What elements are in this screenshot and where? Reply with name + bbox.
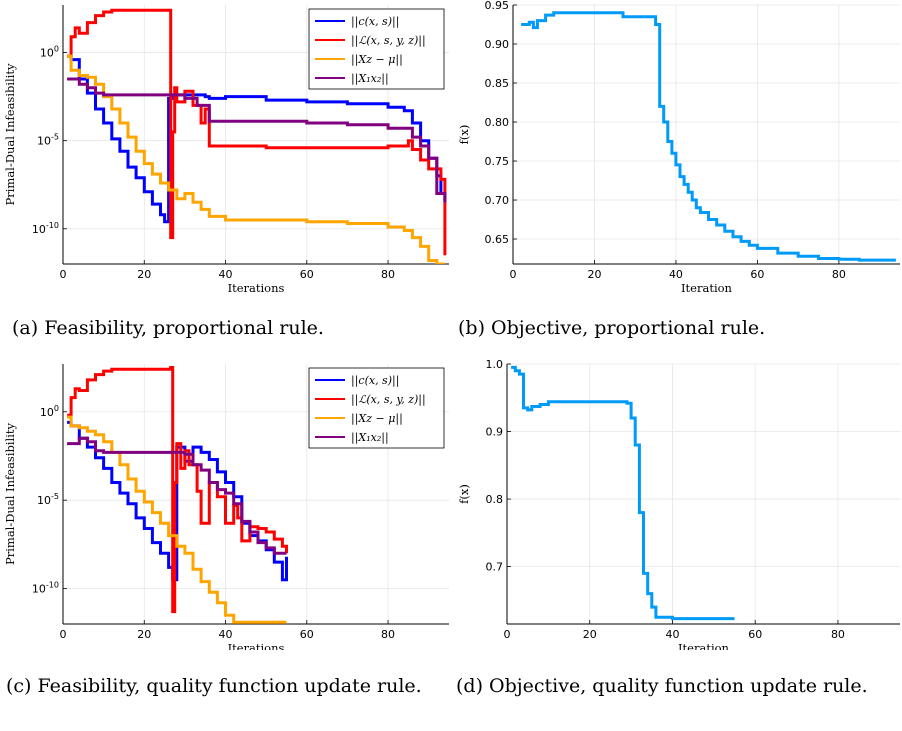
x-tick-label: 20	[587, 268, 601, 281]
x-axis-label: Iterations	[228, 281, 285, 295]
chart-panel-b: 0 20 40 60 80 0.65 0.70 0.75 0.80 0.85 0.90 0.95 Ite…	[457, 0, 900, 295]
x-tick-label: 80	[832, 268, 846, 281]
legend-label: ||Xz − μ||	[351, 53, 403, 67]
series-line-1	[67, 420, 288, 582]
x-tick-label: 80	[381, 268, 395, 281]
series-line-2	[67, 8, 447, 256]
caption-b: (b) Objective, proportional rule.	[458, 317, 766, 339]
x-tick-label: 40	[669, 268, 683, 281]
series-line-3	[67, 415, 287, 624]
x-tick-label: 60	[748, 628, 762, 641]
y-tick-label: 1.0	[486, 358, 504, 371]
y-axis-label: Primal-Dual Infeasibility	[3, 422, 17, 565]
series-group	[521, 11, 896, 262]
x-axis-label: Iteration	[678, 641, 730, 650]
series-group	[511, 365, 735, 621]
y-tick-label: 0.7	[486, 561, 504, 574]
legend-label: ||ℒ(x, s, y, z)||	[351, 34, 426, 48]
chart-panel-d: 0 20 40 60 80 0.7 0.8 0.9 1.0 Iteration f(x)	[457, 358, 900, 650]
y-tick-label: 10-10	[32, 581, 59, 596]
y-axis-label: f(x)	[457, 484, 471, 504]
y-tick-label: 0.65	[485, 233, 510, 246]
x-tick-label: 80	[831, 628, 845, 641]
series-line-1	[67, 54, 447, 224]
x-tick-label: 20	[583, 628, 597, 641]
caption-a: (a) Feasibility, proportional rule.	[12, 317, 324, 339]
y-tick-label: 0.9	[486, 426, 504, 439]
y-tick-label: 0.8	[486, 493, 504, 506]
series-line-3	[67, 54, 445, 264]
x-tick-label: 20	[137, 628, 151, 641]
y-tick-label: 0.85	[485, 77, 510, 90]
legend-label: ||ℒ(x, s, y, z)||	[351, 393, 426, 407]
series-line-4	[67, 436, 287, 555]
legend-label: ||c(x, s)||	[351, 15, 399, 29]
legend-label: ||X₁x₂||	[351, 431, 389, 445]
x-tick-label: 40	[219, 628, 233, 641]
x-tick-label: 20	[137, 268, 151, 281]
x-tick-label: 0	[504, 628, 511, 641]
y-tick-label: 0.90	[485, 38, 510, 51]
x-tick-label: 60	[750, 268, 764, 281]
legend-label: ||X₁x₂||	[351, 72, 389, 86]
y-tick-label: 10-5	[37, 133, 59, 148]
x-tick-label: 0	[60, 628, 67, 641]
y-tick-label: 0.80	[485, 116, 510, 129]
series-line-1	[511, 365, 735, 621]
series-group	[67, 366, 288, 624]
x-axis-label: Iteration	[681, 281, 733, 295]
x-tick-label: 80	[381, 628, 395, 641]
y-tick-label: 10-5	[37, 492, 59, 507]
series-line-1	[521, 11, 896, 262]
legend-box	[308, 367, 445, 449]
figure-canvas: 0 20 40 60 80 100 10-5 10-10 Iterations Primal-Du…	[3, 0, 900, 650]
legend: ||c(x, s)|| ||ℒ(x, s, y, z)|| ||Xz − μ|| ||…	[308, 8, 445, 90]
chart-panel-c: 0 20 40 60 80 100 10-5 10-10 Iterations Primal-Du…	[3, 364, 449, 650]
x-tick-label: 40	[219, 268, 233, 281]
legend-label: ||c(x, s)||	[351, 374, 399, 388]
y-tick-label: 100	[40, 45, 59, 60]
x-axis-label: Iterations	[228, 641, 285, 650]
gridlines	[512, 4, 900, 264]
legend: ||c(x, s)|| ||ℒ(x, s, y, z)|| ||Xz − μ|| ||…	[308, 367, 445, 449]
y-tick-label: 0.75	[485, 155, 510, 168]
chart-panel-a: 0 20 40 60 80 100 10-5 10-10 Iterations Primal-Du…	[3, 5, 449, 295]
legend-label: ||Xz − μ||	[351, 412, 403, 426]
legend-box	[308, 8, 445, 90]
y-axis-label: Primal-Dual Infeasibility	[3, 63, 17, 206]
series-line-4	[67, 77, 447, 203]
caption-c: (c) Feasibility, quality function update…	[6, 675, 422, 697]
y-tick-label: 100	[40, 404, 59, 419]
series-group	[67, 8, 447, 264]
y-tick-label: 10-10	[32, 221, 59, 236]
y-tick-label: 0.70	[485, 194, 510, 207]
y-axis-label: f(x)	[457, 125, 471, 145]
x-tick-label: 60	[300, 628, 314, 641]
x-tick-label: 40	[665, 628, 679, 641]
x-tick-label: 0	[510, 268, 517, 281]
x-tick-label: 0	[60, 268, 67, 281]
x-tick-label: 60	[300, 268, 314, 281]
y-tick-label: 0.95	[485, 0, 510, 12]
caption-d: (d) Objective, quality function update r…	[456, 675, 868, 697]
